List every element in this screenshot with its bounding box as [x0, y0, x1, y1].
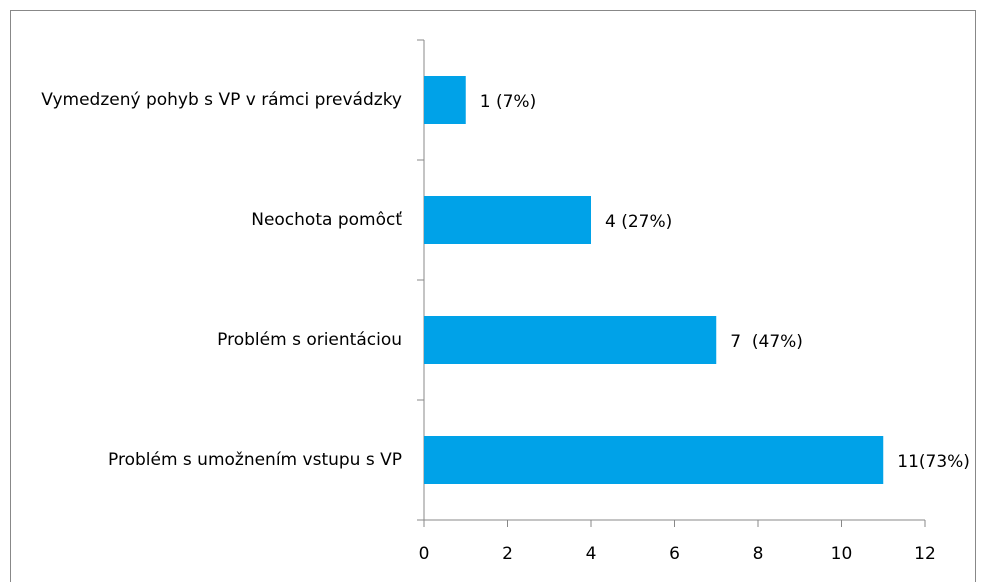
y-tick-label: Problém s orientáciou: [217, 330, 402, 350]
x-tick-label: 12: [914, 544, 936, 564]
value-label: 1 (7%): [480, 92, 536, 112]
bar: [424, 436, 884, 484]
category-label-box: Problém s umožnením vstupu s VP: [0, 400, 402, 520]
category-label-box: Problém s orientáciou: [0, 280, 402, 400]
y-tick-label: Problém s umožnením vstupu s VP: [108, 450, 402, 470]
category-label-box: Neochota pomôcť: [0, 160, 402, 280]
bar: [424, 196, 591, 244]
x-tick-label: 4: [586, 544, 597, 564]
value-label: 4 (27%): [605, 212, 672, 232]
value-label: 7 (47%): [730, 332, 803, 352]
y-tick-label: Neochota pomôcť: [251, 210, 402, 230]
value-label: 11(73%): [897, 452, 970, 472]
x-tick-label: 6: [669, 544, 680, 564]
x-tick-label: 2: [502, 544, 513, 564]
category-label-box: Vymedzený pohyb s VP v rámci prevádzky: [0, 40, 402, 160]
chart-frame: [10, 10, 976, 582]
x-tick-label: 10: [831, 544, 853, 564]
x-tick-label: 0: [419, 544, 430, 564]
x-tick-label: 8: [753, 544, 764, 564]
y-tick-label: Vymedzený pohyb s VP v rámci prevádzky: [41, 90, 402, 110]
bar: [424, 76, 466, 124]
bar: [424, 316, 717, 364]
